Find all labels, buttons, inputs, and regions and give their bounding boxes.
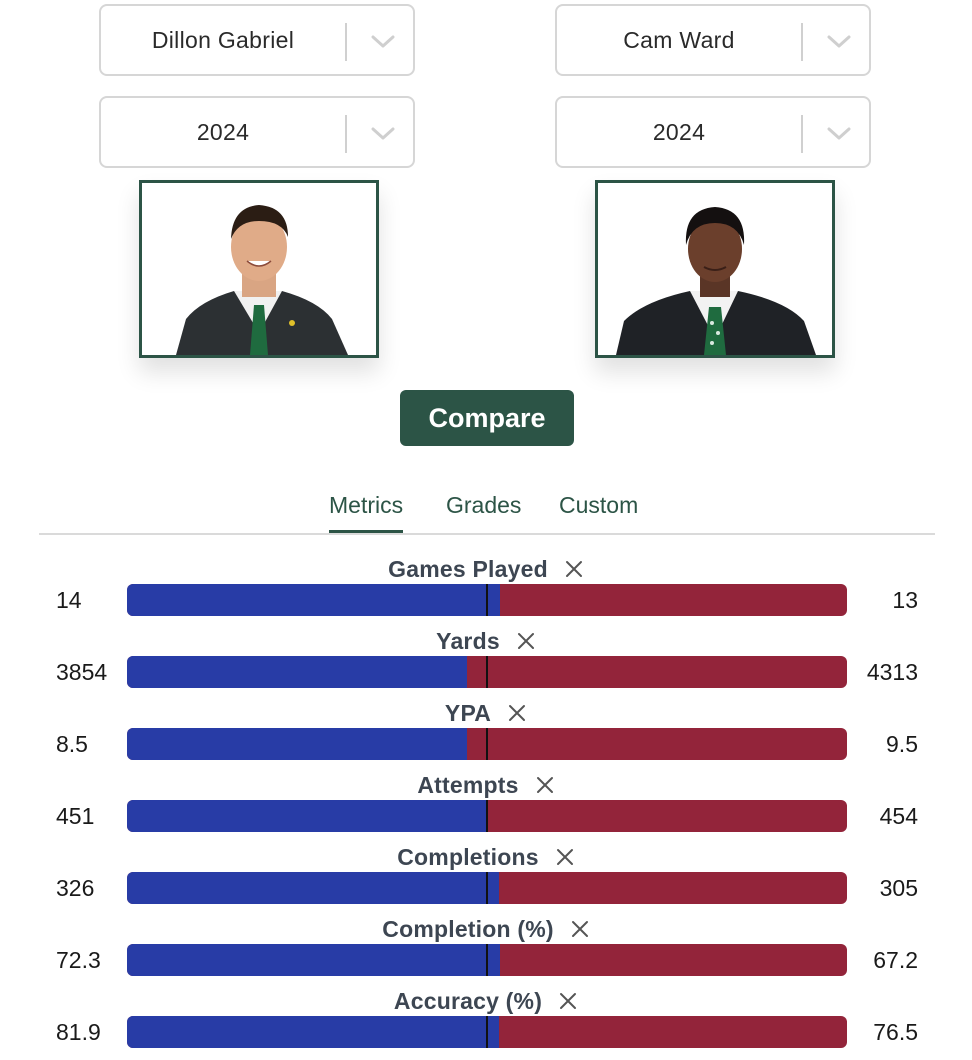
right-value: 454 bbox=[879, 802, 918, 829]
close-icon[interactable] bbox=[564, 559, 584, 579]
metric-row: Completion (%) 72.3 67.2 bbox=[0, 914, 972, 986]
comparison-bar bbox=[127, 728, 847, 760]
comparison-bar bbox=[127, 656, 847, 688]
metric-row: Yards 3854 4313 bbox=[0, 626, 972, 698]
left-bar-fill bbox=[127, 728, 467, 760]
player2-select[interactable]: Cam Ward bbox=[555, 4, 871, 76]
select-divider bbox=[345, 115, 347, 153]
tabs-divider bbox=[39, 533, 935, 535]
left-value: 326 bbox=[56, 874, 95, 901]
comparison-bar bbox=[127, 1016, 847, 1048]
player2-year: 2024 bbox=[652, 118, 706, 145]
left-value: 72.3 bbox=[56, 946, 101, 973]
select-divider bbox=[801, 23, 803, 61]
left-value: 8.5 bbox=[56, 730, 88, 757]
metric-row: Games Played 14 13 bbox=[0, 554, 972, 626]
metric-row: Accuracy (%) 81.9 76.5 bbox=[0, 986, 972, 1058]
chevron-down-icon[interactable] bbox=[363, 120, 403, 148]
midpoint-marker bbox=[486, 872, 488, 904]
comparison-bar bbox=[127, 800, 847, 832]
close-icon[interactable] bbox=[555, 847, 575, 867]
midpoint-marker bbox=[486, 728, 488, 760]
player2-photo bbox=[595, 180, 835, 358]
player1-photo bbox=[139, 180, 379, 358]
metric-label: Attempts bbox=[417, 771, 519, 798]
comparison-bar bbox=[127, 944, 847, 976]
left-bar-fill bbox=[127, 656, 467, 688]
left-bar-fill bbox=[127, 944, 500, 976]
close-icon[interactable] bbox=[558, 991, 578, 1011]
midpoint-marker bbox=[486, 800, 488, 832]
metric-label: Yards bbox=[436, 627, 500, 654]
right-value: 4313 bbox=[866, 658, 918, 685]
metric-label: YPA bbox=[444, 699, 492, 726]
player1-name: Dillon Gabriel bbox=[151, 26, 295, 53]
right-value: 13 bbox=[892, 586, 918, 613]
close-icon[interactable] bbox=[507, 703, 527, 723]
tab-custom[interactable]: Custom bbox=[559, 492, 639, 518]
left-bar-fill bbox=[127, 872, 500, 904]
left-bar-fill bbox=[127, 584, 500, 616]
close-icon[interactable] bbox=[570, 919, 590, 939]
left-value: 14 bbox=[56, 586, 82, 613]
right-value: 9.5 bbox=[886, 730, 918, 757]
chevron-down-icon[interactable] bbox=[363, 28, 403, 56]
midpoint-marker bbox=[486, 584, 488, 616]
player2-year-select[interactable]: 2024 bbox=[555, 96, 871, 168]
metric-label: Completions bbox=[397, 843, 539, 870]
player2-name: Cam Ward bbox=[623, 26, 735, 53]
right-value: 76.5 bbox=[873, 1018, 918, 1045]
metric-label: Completion (%) bbox=[382, 915, 554, 942]
metric-row: Attempts 451 454 bbox=[0, 770, 972, 842]
midpoint-marker bbox=[486, 1016, 488, 1048]
chevron-down-icon[interactable] bbox=[819, 28, 859, 56]
comparison-bar bbox=[127, 584, 847, 616]
metric-label: Accuracy (%) bbox=[393, 987, 543, 1014]
metric-row: YPA 8.5 9.5 bbox=[0, 698, 972, 770]
midpoint-marker bbox=[486, 656, 488, 688]
left-value: 3854 bbox=[56, 658, 108, 685]
compare-button[interactable]: Compare bbox=[400, 390, 574, 446]
chevron-down-icon[interactable] bbox=[819, 120, 859, 148]
left-value: 451 bbox=[56, 802, 95, 829]
player1-year: 2024 bbox=[196, 118, 250, 145]
metric-label: Games Played bbox=[388, 555, 548, 582]
comparison-bar bbox=[127, 872, 847, 904]
tab-metrics[interactable]: Metrics bbox=[329, 492, 404, 534]
close-icon[interactable] bbox=[516, 631, 536, 651]
left-value: 81.9 bbox=[56, 1018, 101, 1045]
player1-year-select[interactable]: 2024 bbox=[99, 96, 415, 168]
player1-select[interactable]: Dillon Gabriel bbox=[99, 4, 415, 76]
left-bar-fill bbox=[127, 800, 486, 832]
tab-grades[interactable]: Grades bbox=[446, 492, 522, 518]
left-bar-fill bbox=[127, 1016, 500, 1048]
right-value: 67.2 bbox=[873, 946, 918, 973]
right-value: 305 bbox=[879, 874, 918, 901]
metric-row: Completions 326 305 bbox=[0, 842, 972, 914]
select-divider bbox=[345, 23, 347, 61]
midpoint-marker bbox=[486, 944, 488, 976]
metric-tabs: Metrics Grades Custom bbox=[0, 488, 972, 534]
select-divider bbox=[801, 115, 803, 153]
close-icon[interactable] bbox=[535, 775, 555, 795]
